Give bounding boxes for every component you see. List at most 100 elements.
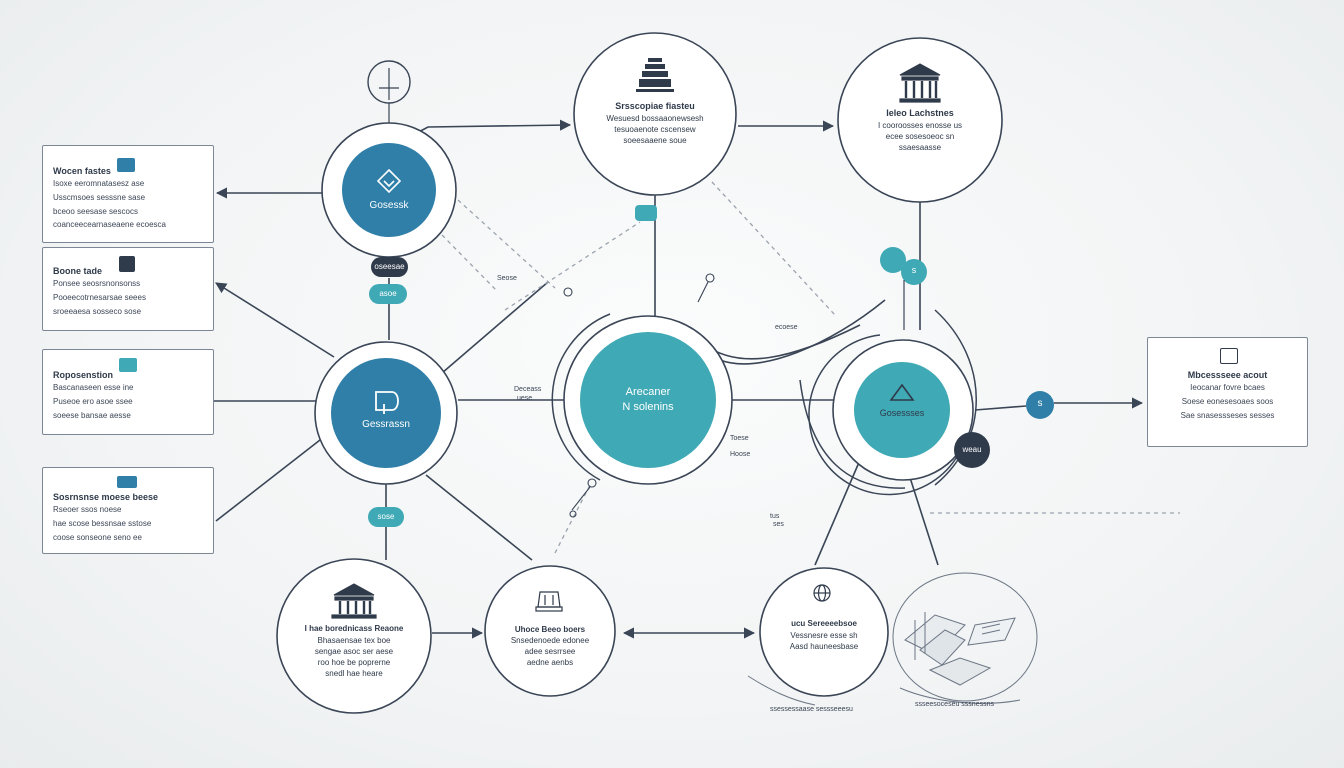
badge-teal-top[interactable] bbox=[880, 247, 906, 273]
node-bottom-right-line1: Vessnesre esse sh bbox=[790, 631, 858, 640]
building-icon bbox=[119, 256, 135, 272]
badge-right-link[interactable] bbox=[1026, 391, 1054, 419]
node-top-right-line2: ecee sosesoeoc sn bbox=[885, 132, 955, 141]
info-card-right-line3: Sae snasessseses sesses bbox=[1180, 410, 1275, 420]
link-icon: s bbox=[1037, 398, 1043, 409]
card-4-square-icon bbox=[117, 476, 137, 488]
hub-center[interactable] bbox=[580, 332, 716, 468]
node-top-center-line1: Wesuesd bossaaonewsesh bbox=[606, 114, 704, 123]
connector-hub2-card4 bbox=[215, 439, 321, 522]
node-top-center-line2: tesuoaenote cscensew bbox=[614, 125, 696, 134]
info-card-4-title: Sosrnsnse moese beese bbox=[53, 492, 159, 502]
node-top-right-line3: ssaesaasse bbox=[898, 143, 942, 152]
right-ring-arc-2 bbox=[934, 309, 977, 486]
isometric-sketch bbox=[892, 572, 1038, 702]
dash-3 bbox=[711, 181, 836, 316]
info-card-1-line2: Usscmsoes sesssne sase bbox=[53, 192, 146, 202]
info-card-4-line2: hae scose bessnsae sstose bbox=[53, 518, 152, 528]
sketch-stroke-1 bbox=[747, 675, 816, 706]
connector-hub1-topcenter bbox=[412, 119, 572, 136]
pill-teal-left[interactable]: asoe bbox=[369, 284, 407, 304]
info-card-right[interactable]: Mbcessseee acout Ieocanar fovre bcaes So… bbox=[1147, 337, 1308, 447]
hub-top-left[interactable] bbox=[342, 143, 436, 237]
node-bottom-left-title: I hae borednicass Reaone bbox=[304, 624, 404, 633]
center-ring-arc bbox=[551, 313, 611, 481]
small-label-j: ssseesoceseu sssnessns bbox=[915, 701, 994, 708]
document-icon bbox=[375, 391, 399, 414]
tower-icon bbox=[636, 58, 674, 92]
node-top-right-line1: I cooroosses enosse us bbox=[877, 121, 963, 130]
info-card-3-line1: Bascanaseen esse ine bbox=[53, 383, 134, 392]
node-bottom-left-line4: snedl hae heare bbox=[325, 669, 383, 678]
pill-teal-small[interactable] bbox=[635, 205, 657, 221]
sketch-stroke-2 bbox=[899, 687, 1021, 704]
info-card-3-line2: Puseoe ero asoe ssee bbox=[53, 396, 133, 406]
small-label-c: uese bbox=[517, 395, 533, 402]
info-card-1-title: Wocen fastes bbox=[53, 166, 111, 176]
small-label-d: Toese bbox=[730, 435, 749, 442]
pill-teal-mid[interactable]: sose bbox=[368, 507, 404, 527]
bank-icon bbox=[899, 63, 941, 103]
info-card-3[interactable]: Roposenstion Bascanaseen esse ine Puseoe… bbox=[42, 349, 214, 435]
info-card-3-title: Roposenstion bbox=[53, 370, 113, 380]
node-top-center-line3: soeesaaene soue bbox=[623, 136, 687, 145]
card-1-square-icon bbox=[117, 158, 135, 172]
info-card-1-line4: coanceecearnaseaene ecoesca bbox=[53, 220, 166, 230]
info-card-1-line3: bceoo seesase sescocs bbox=[53, 206, 138, 216]
doodle-pin-3 bbox=[587, 478, 597, 488]
node-bottom-mid[interactable] bbox=[484, 565, 616, 697]
node-bottom-left-line1: Bhasaensae tex boe bbox=[317, 636, 391, 645]
badge-right-dark[interactable] bbox=[954, 432, 990, 468]
node-bottom-right-title: ucu Sereeeebsoe bbox=[791, 619, 857, 628]
doodle-pin-4 bbox=[569, 510, 577, 518]
node-top-right[interactable] bbox=[837, 37, 1003, 203]
info-card-right-title: Mbcessseee acout bbox=[1187, 370, 1268, 380]
tower-icon-bottom bbox=[535, 591, 563, 612]
info-card-right-line1: Ieocanar fovre bcaes bbox=[1190, 383, 1265, 392]
hub-center-label-2: N solenins bbox=[622, 401, 674, 413]
dash-2 bbox=[441, 234, 499, 293]
info-card-2-line2: Pooeecotrnesarsae seees bbox=[53, 292, 146, 302]
small-label-g: ecoese bbox=[775, 324, 798, 331]
badge-teal-pair-label: s bbox=[911, 265, 917, 275]
info-card-2-title: Boone tade bbox=[53, 266, 103, 276]
info-card-4[interactable]: Sosrnsnse moese beese Rseoer ssos noese … bbox=[42, 467, 214, 554]
dash-1 bbox=[457, 199, 556, 289]
small-label-i: tus bbox=[770, 513, 780, 520]
small-label-f: ses bbox=[773, 521, 784, 528]
connector-curve bbox=[704, 324, 861, 360]
small-label-h: ssessessaase sessseeesu bbox=[770, 706, 853, 713]
info-card-1[interactable]: Wocen fastes Isoxe eeromnatasesz ase Uss… bbox=[42, 145, 214, 243]
info-card-1-line1: Isoxe eeromnatasesz ase bbox=[53, 179, 145, 188]
connector-right-card bbox=[974, 405, 1027, 411]
node-bottom-left[interactable] bbox=[276, 558, 432, 714]
node-bottom-mid-line1: Snsedenoede edonee bbox=[510, 636, 590, 645]
node-bottom-left-line3: roo hoe be poprerne bbox=[317, 658, 391, 667]
node-bottom-right-line2: Aasd hauneesbase bbox=[789, 642, 859, 651]
small-label-a: Seose bbox=[497, 275, 517, 282]
panel-icon bbox=[1220, 348, 1238, 364]
node-bottom-mid-line3: aedne aenbs bbox=[526, 658, 574, 667]
diamond-icon bbox=[376, 168, 402, 194]
hub-mid-left[interactable] bbox=[331, 358, 441, 468]
hub-mid-left-label: Gessrassn bbox=[362, 419, 410, 430]
node-bottom-right[interactable] bbox=[759, 567, 889, 697]
info-card-2[interactable]: Boone tade Ponsee seosrsnonsonss Pooeeco… bbox=[42, 247, 214, 331]
hub-center-label-1: Arecaner bbox=[625, 386, 671, 398]
right-ring-arc-3 bbox=[799, 379, 906, 489]
node-bottom-mid-line2: adee sesrrsee bbox=[524, 647, 576, 656]
node-bottom-mid-title: Uhoce Beeo boers bbox=[514, 625, 586, 634]
small-label-e: Hoose bbox=[730, 451, 751, 458]
pill-under-top-hub[interactable]: oseesae bbox=[371, 257, 408, 277]
card-3-square-icon bbox=[119, 358, 137, 372]
node-top-center[interactable] bbox=[573, 32, 737, 196]
connector-curve-2 bbox=[719, 299, 886, 365]
node-bottom-left-line2: sengae asoc ser aese bbox=[314, 647, 394, 656]
triangle-icon bbox=[889, 383, 915, 401]
doodle-pin-2 bbox=[563, 287, 573, 297]
badge-teal-pair[interactable] bbox=[901, 259, 927, 285]
hub-right[interactable] bbox=[854, 362, 950, 458]
info-card-4-line3: coose sonseone seno ee bbox=[53, 532, 142, 542]
dash-6 bbox=[554, 484, 591, 554]
